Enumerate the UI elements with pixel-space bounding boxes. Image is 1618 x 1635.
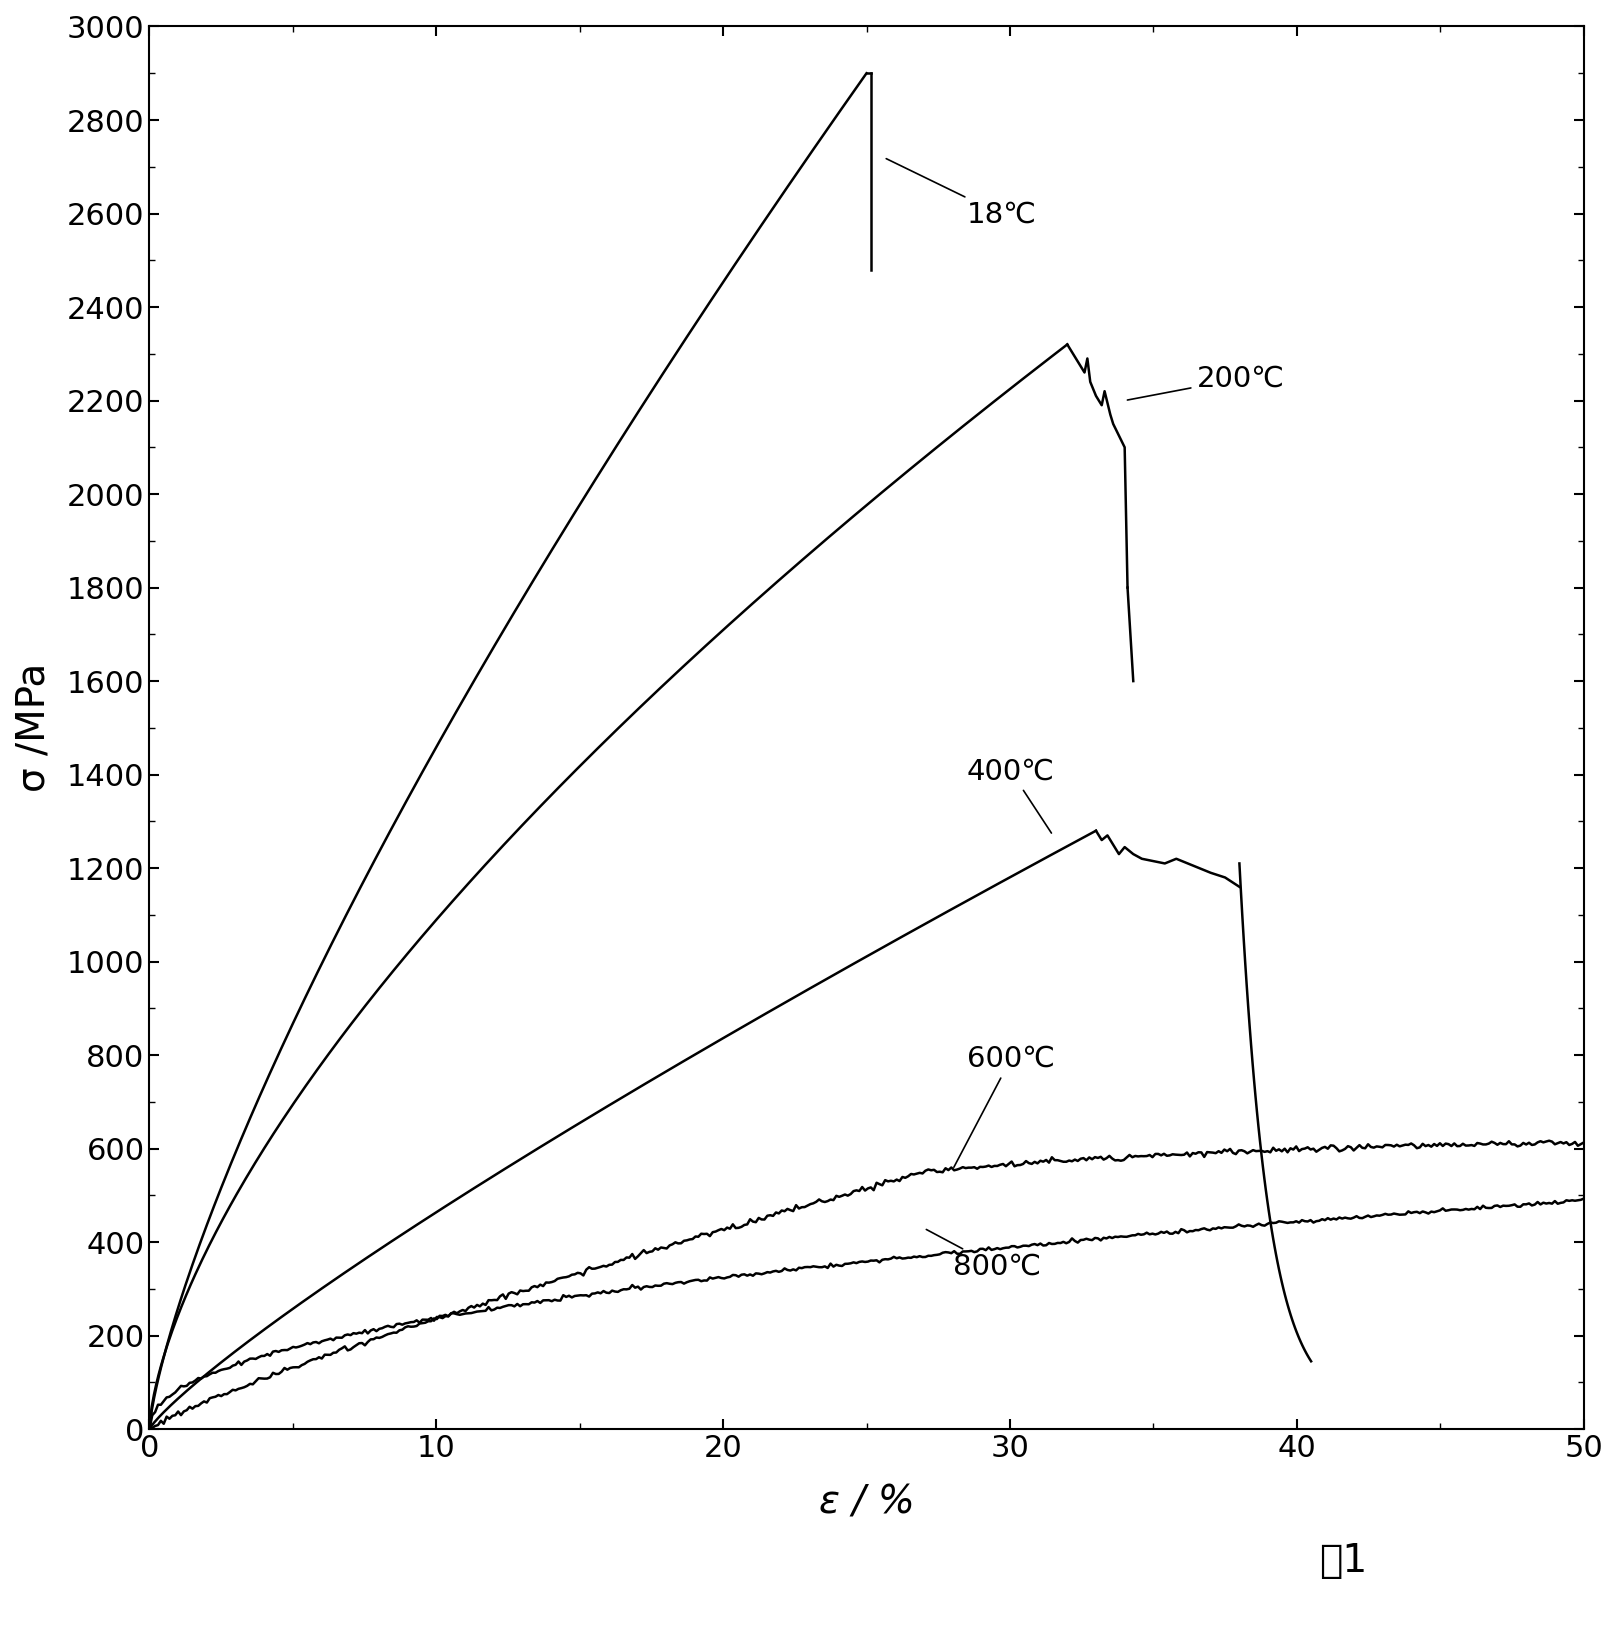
Text: 18℃: 18℃ [887,159,1037,229]
Text: 600℃: 600℃ [955,1045,1055,1167]
Y-axis label: σ /MPa: σ /MPa [15,664,53,793]
Text: 800℃: 800℃ [927,1230,1040,1280]
Text: 图1: 图1 [1319,1542,1367,1581]
X-axis label: ε / %: ε / % [819,1485,914,1522]
Text: 400℃: 400℃ [968,757,1055,834]
Text: 200℃: 200℃ [1128,365,1285,401]
